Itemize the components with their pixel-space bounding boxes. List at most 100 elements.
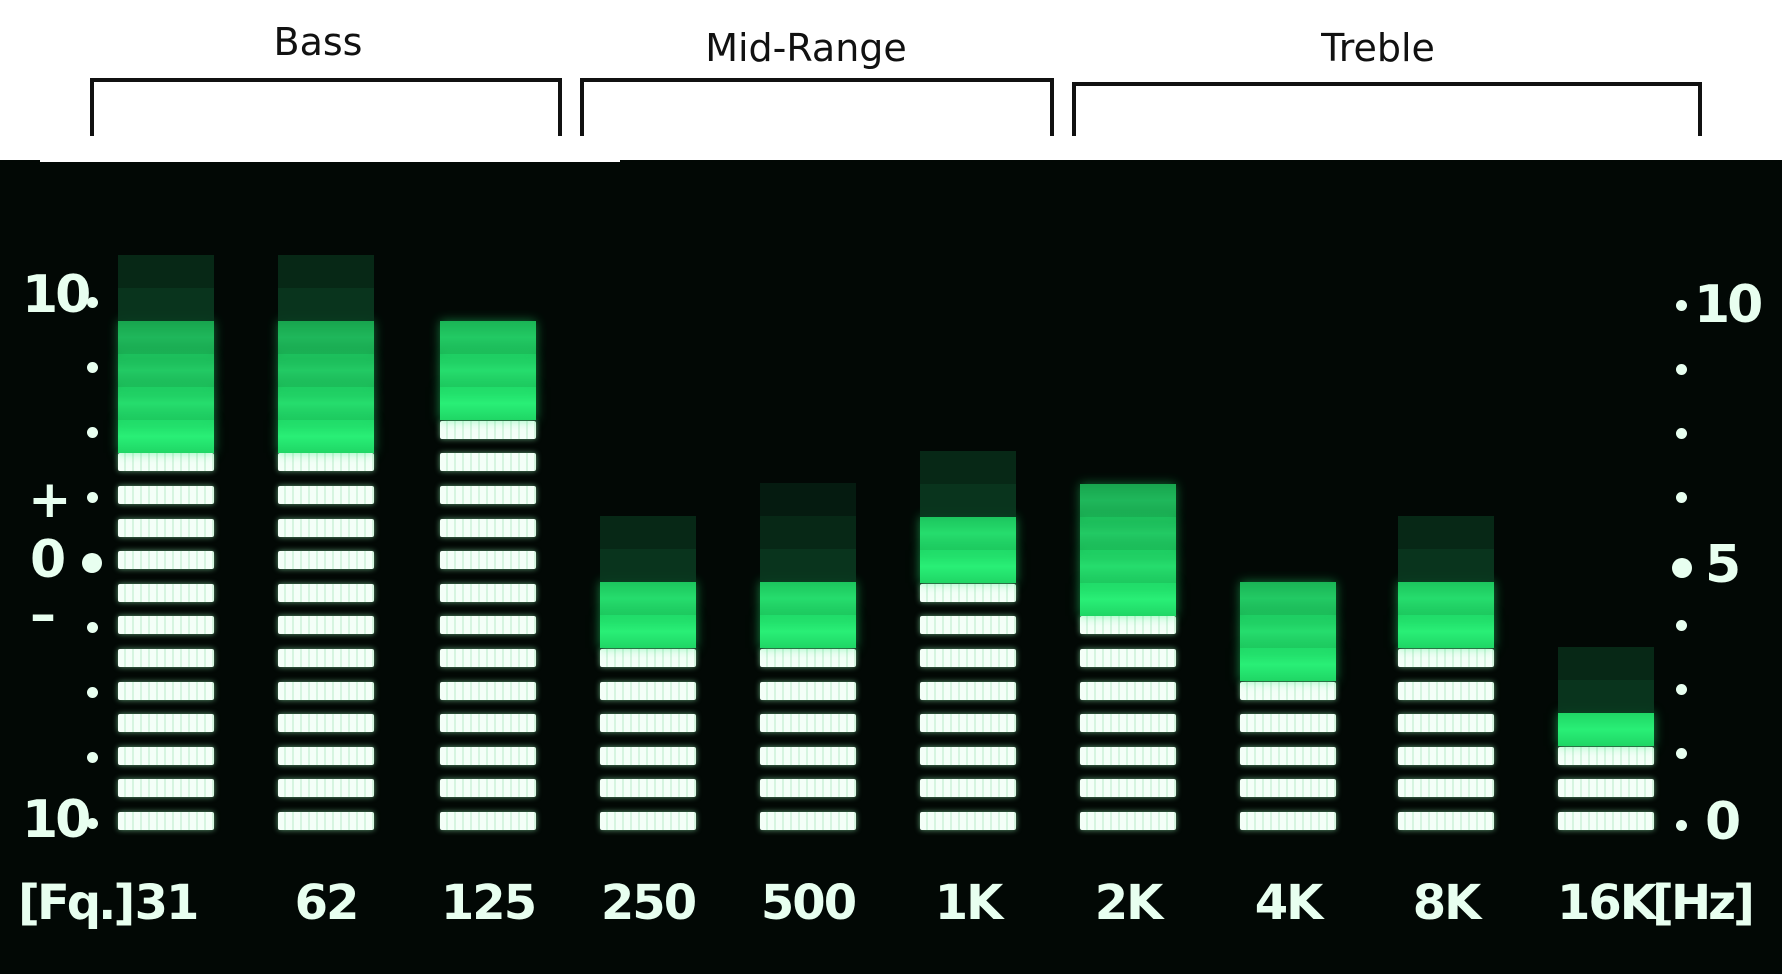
lit-segment <box>278 779 374 798</box>
lit-segment <box>600 649 696 667</box>
scale-dot <box>87 687 98 698</box>
scale-dot <box>1676 820 1687 831</box>
glow-segment <box>278 353 374 387</box>
glow-segment <box>600 582 696 616</box>
lit-segment <box>1558 779 1654 798</box>
lit-segment <box>600 812 696 830</box>
left-scale-bottom: 10 <box>22 790 91 850</box>
lit-segment <box>440 812 536 830</box>
freq-label-4k: 4K <box>1254 875 1324 931</box>
lit-segment <box>118 681 214 700</box>
scale-dot <box>1676 620 1687 631</box>
lit-segment <box>600 681 696 700</box>
lit-segment <box>920 812 1016 830</box>
lit-segment <box>278 583 374 602</box>
lit-segment <box>118 518 214 537</box>
lit-segment <box>1558 746 1654 765</box>
equalizer-display <box>0 154 1782 974</box>
lit-segment <box>1398 812 1494 830</box>
glow-segment <box>440 387 536 421</box>
lit-segment <box>760 714 856 733</box>
dim-segment <box>600 549 696 583</box>
lit-segment <box>440 420 536 439</box>
scale-dot <box>87 297 98 308</box>
dim-segment <box>600 516 696 550</box>
scale-dot <box>87 752 98 763</box>
right-scale-bottom: 0 <box>1705 792 1741 852</box>
glow-segment <box>1240 582 1336 615</box>
scale-dot <box>82 553 102 573</box>
lit-segment <box>1080 649 1176 667</box>
lit-segment <box>760 812 856 830</box>
left-scale-zero: 0 <box>30 530 66 590</box>
lit-segment <box>118 616 214 635</box>
lit-segment <box>440 583 536 602</box>
right-scale-top: 10 <box>1694 275 1763 335</box>
glow-segment <box>920 517 1016 551</box>
lit-segment <box>118 779 214 798</box>
glow-segment <box>1080 549 1176 583</box>
lit-segment <box>1240 812 1336 830</box>
left-scale-plus: + <box>28 470 72 530</box>
lit-segment <box>1240 779 1336 798</box>
lit-segment <box>278 551 374 570</box>
lit-segment <box>1080 779 1176 798</box>
left-scale-minus: – <box>30 585 56 645</box>
glow-segment <box>440 321 536 355</box>
lit-segment <box>118 812 214 830</box>
bracket-treble <box>1072 82 1702 136</box>
freq-label-16k: 16K <box>1557 875 1657 931</box>
dim-segment <box>1558 680 1654 714</box>
scale-dot <box>87 622 98 633</box>
lit-segment <box>600 779 696 798</box>
lit-segment <box>1080 681 1176 700</box>
lit-segment <box>118 486 214 504</box>
dim-segment <box>760 549 856 583</box>
freq-label-500: 500 <box>760 875 857 931</box>
lit-segment <box>278 714 374 733</box>
lit-segment <box>278 649 374 667</box>
glow-segment <box>118 419 214 453</box>
dim-segment <box>1558 647 1654 681</box>
dim-segment <box>1398 549 1494 583</box>
dim-segment <box>278 287 374 321</box>
lit-segment <box>1398 681 1494 700</box>
lit-segment <box>118 649 214 667</box>
lit-segment <box>278 746 374 765</box>
lit-segment <box>440 453 536 472</box>
lit-segment <box>1080 812 1176 830</box>
right-scale-mid: 5 <box>1705 535 1741 595</box>
glow-segment <box>920 550 1016 584</box>
lit-segment <box>920 681 1016 700</box>
lit-segment <box>440 518 536 537</box>
lit-segment <box>278 681 374 700</box>
glow-segment <box>1080 582 1176 616</box>
lit-segment <box>440 779 536 798</box>
lit-segment <box>118 453 214 472</box>
lit-segment <box>118 714 214 733</box>
lit-segment <box>440 649 536 667</box>
freq-prefix-label: [Fq.] <box>18 875 135 931</box>
lit-segment <box>278 518 374 537</box>
lit-segment <box>1240 714 1336 733</box>
dim-segment <box>118 287 214 321</box>
left-scale-top: 10 <box>22 265 91 325</box>
scale-dot <box>1676 300 1687 311</box>
glow-segment <box>118 320 214 354</box>
scale-dot <box>87 818 98 829</box>
lit-segment <box>278 486 374 504</box>
bracket-mid-range <box>580 78 1054 136</box>
lit-segment <box>1080 746 1176 765</box>
lit-segment <box>1558 812 1654 830</box>
glow-segment <box>1080 483 1176 517</box>
freq-label-1k: 1K <box>934 875 1004 931</box>
lit-segment <box>440 616 536 635</box>
lit-segment <box>760 649 856 667</box>
lit-segment <box>760 746 856 765</box>
lit-segment <box>278 453 374 472</box>
glow-segment <box>1080 516 1176 550</box>
glow-segment <box>600 615 696 649</box>
lit-segment <box>1398 779 1494 798</box>
scale-dot <box>87 427 98 438</box>
lit-segment <box>440 486 536 504</box>
